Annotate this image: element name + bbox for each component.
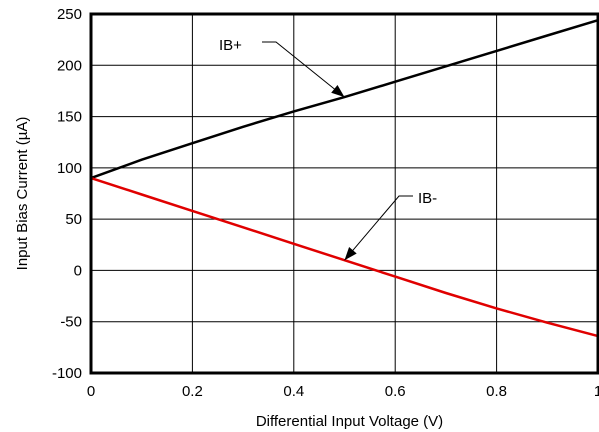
x-tick-label: 0.6 — [385, 383, 406, 400]
series-label-ib-minus: IB- — [418, 190, 437, 207]
series-line-ib-minus — [90, 176, 599, 338]
y-tick-label: 0 — [74, 262, 82, 279]
x-tick-label: 0.2 — [182, 383, 203, 400]
x-tick-label: 0.4 — [283, 383, 304, 400]
series-label-ib-plus: IB+ — [219, 37, 242, 54]
x-tick-label: 0 — [87, 383, 95, 400]
y-tick-label: -50 — [60, 314, 82, 331]
x-tick-label: 0.8 — [486, 383, 507, 400]
y-axis-title: Input Bias Current (µA) — [14, 117, 31, 271]
y-tick-label: 50 — [65, 211, 82, 228]
y-tick-label: -100 — [52, 365, 82, 382]
arrowhead-ib-minus — [344, 247, 357, 261]
x-axis-title: Differential Input Voltage (V) — [256, 413, 443, 430]
leader-line-ib-minus — [344, 195, 413, 261]
x-tick-labels: 0 0.2 0.4 0.6 0.8 1 — [87, 383, 599, 400]
series-line-ib-plus — [90, 19, 599, 180]
y-tick-labels: -100 -50 0 50 100 150 200 250 — [52, 6, 82, 382]
x-tick-label: 1 — [594, 383, 599, 400]
annotations: IB+ IB- — [219, 37, 437, 261]
plot-frame — [89, 12, 599, 375]
y-tick-label: 150 — [57, 109, 82, 126]
y-tick-label: 200 — [57, 57, 82, 74]
arrowhead-ib-plus — [331, 85, 345, 98]
y-tick-label: 100 — [57, 160, 82, 177]
grid — [90, 13, 599, 374]
y-tick-label: 250 — [57, 6, 82, 23]
series-lines — [90, 19, 599, 338]
leader-line-ib-plus — [262, 41, 345, 98]
